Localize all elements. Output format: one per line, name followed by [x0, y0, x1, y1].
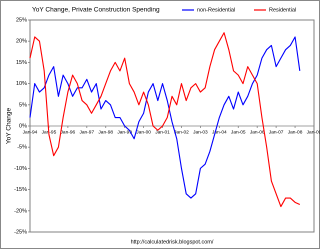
x-tick-label: Jan-99	[117, 129, 132, 135]
x-tick-label: Jan-06	[250, 129, 265, 135]
legend-label: non-Residential	[197, 7, 235, 13]
y-tick-label: -20%	[14, 208, 27, 214]
x-tick-label: Jan-94	[23, 129, 38, 135]
y-tick-label: 25%	[16, 17, 27, 23]
y-tick-label: 10%	[16, 81, 27, 87]
x-tick-label: Jan-98	[98, 129, 113, 135]
x-tick-label: Jan-03	[193, 129, 208, 135]
y-tick-label: 15%	[16, 60, 27, 66]
series-line	[29, 32, 301, 208]
x-tick-label: Jan-97	[79, 129, 94, 135]
y-tick-label: 0%	[19, 123, 27, 129]
legend-label: Residential	[269, 7, 296, 13]
x-tick-label: Jan-00	[136, 129, 151, 135]
y-tick-label: -15%	[14, 187, 27, 193]
x-tick-label: Jan-04	[212, 129, 227, 135]
x-tick-label: Jan-09	[307, 129, 320, 135]
y-tick-label: 20%	[16, 39, 27, 45]
x-tick-label: Jan-05	[231, 129, 246, 135]
y-tick-label: -10%	[14, 166, 27, 172]
x-tick-label: Jan-08	[288, 129, 303, 135]
x-tick-label: Jan-01	[155, 129, 170, 135]
chart-title: YoY Change, Private Construction Spendin…	[32, 7, 160, 14]
source: http://calculatedrisk.blogspot.com/	[131, 239, 214, 245]
y-tick-label: 5%	[19, 102, 27, 108]
x-tick-label: Jan-02	[174, 129, 189, 135]
y-tick-label: -5%	[17, 145, 27, 151]
y-tick-label: -25%	[14, 229, 27, 235]
x-tick-label: Jan-07	[269, 129, 284, 135]
x-tick-label: Jan-96	[61, 129, 76, 135]
y-axis-label: YoY Change	[6, 108, 13, 145]
